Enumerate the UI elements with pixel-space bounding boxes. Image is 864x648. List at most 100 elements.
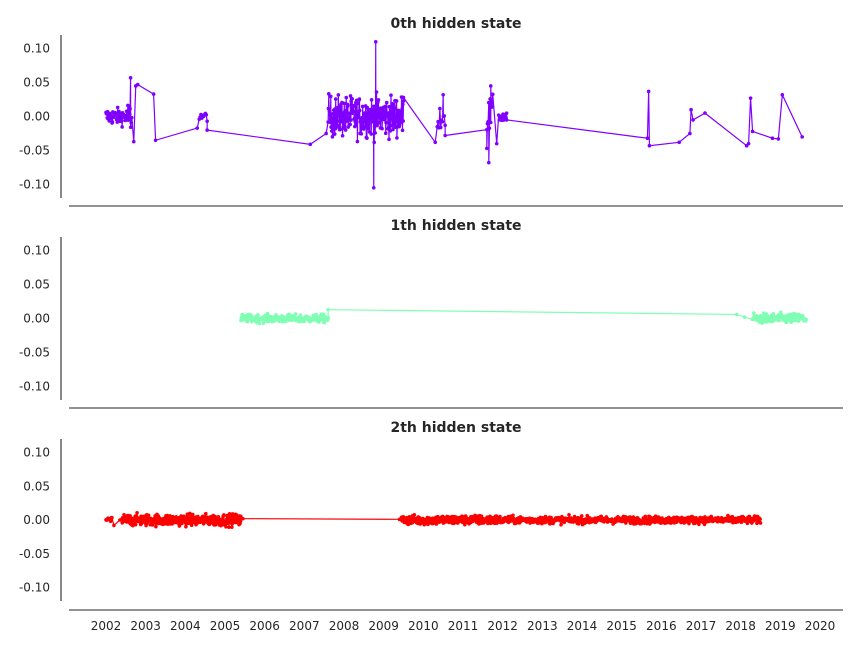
data-point (314, 312, 319, 317)
data-point (776, 137, 781, 141)
y-tick-label: -0.05 (19, 547, 50, 561)
data-point (135, 511, 139, 515)
data-point (151, 92, 156, 96)
x-tick-label: 2020 (805, 619, 836, 633)
data-point (128, 106, 132, 111)
data-point (504, 111, 509, 115)
data-point (110, 120, 115, 124)
data-point (378, 110, 382, 115)
series-hidden-state-0 (104, 39, 804, 190)
data-point (460, 514, 464, 518)
x-tick-label: 2019 (765, 619, 796, 633)
data-point (374, 90, 379, 94)
panel-title: 0th hidden state (390, 16, 521, 32)
data-point (190, 512, 195, 517)
data-point (352, 116, 357, 121)
data-point (373, 131, 378, 135)
data-point (367, 111, 372, 116)
data-point (485, 146, 489, 151)
data-point (440, 119, 445, 124)
data-point (332, 132, 337, 136)
data-point (579, 514, 584, 518)
data-point (770, 136, 775, 141)
y-tick-label: -0.05 (19, 345, 50, 359)
data-point (380, 126, 384, 131)
data-point (203, 511, 208, 516)
data-point (697, 522, 701, 527)
y-tick-label: -0.10 (19, 379, 50, 393)
data-point (672, 515, 676, 520)
data-point (342, 123, 346, 127)
data-point (703, 111, 707, 115)
x-tick-label: 2018 (725, 619, 756, 633)
data-point (354, 123, 358, 127)
x-tick-label: 2003 (130, 619, 161, 633)
y-tick-label: 0.00 (23, 110, 50, 124)
y-tick-labels: 0.10 0.05 0.00 -0.05 -0.10 (19, 244, 50, 394)
data-point (370, 113, 374, 118)
panel-hidden-state-1: 1th hidden state 0.10 0.05 0.00 -0.05 -0.10 (19, 218, 843, 409)
data-point (230, 525, 234, 529)
data-point (204, 113, 209, 117)
data-point (146, 513, 151, 518)
data-point (752, 311, 756, 315)
x-tick-label: 2011 (448, 619, 479, 633)
data-point (327, 109, 332, 113)
data-point (375, 123, 379, 128)
data-point (436, 119, 440, 124)
data-point (758, 521, 763, 525)
data-point (307, 315, 312, 320)
x-tick-label: 2017 (686, 619, 717, 633)
series-hidden-state-2 (104, 511, 763, 529)
data-point (391, 127, 395, 132)
data-point (265, 311, 270, 316)
data-point (195, 126, 200, 130)
data-point (249, 313, 254, 318)
data-point (293, 312, 298, 316)
data-point (689, 107, 693, 112)
data-point (778, 318, 782, 322)
x-tick-label: 2006 (249, 619, 280, 633)
y-tick-label: 0.00 (23, 312, 50, 326)
data-point (485, 127, 489, 132)
data-point (357, 97, 362, 101)
x-tick-label: 2010 (408, 619, 439, 633)
data-point (394, 99, 399, 103)
data-point (384, 120, 388, 125)
data-point (343, 128, 348, 132)
data-point (205, 128, 209, 132)
data-point (395, 136, 399, 140)
data-point (559, 522, 563, 527)
panel-title: 2th hidden state (390, 420, 521, 436)
data-point (746, 141, 751, 146)
data-point (479, 514, 484, 518)
data-point (135, 82, 140, 87)
data-point (388, 129, 393, 133)
data-point (348, 115, 352, 120)
data-point (342, 101, 347, 106)
data-point (364, 111, 368, 116)
data-point (750, 129, 755, 134)
data-point (400, 106, 404, 111)
data-point (326, 92, 331, 96)
data-point (362, 120, 367, 124)
data-point (412, 513, 417, 517)
data-point (488, 514, 492, 519)
y-tick-label: -0.10 (19, 177, 50, 191)
data-point (742, 315, 747, 319)
data-point (381, 112, 386, 117)
data-point (328, 94, 333, 99)
y-tick-labels: 0.10 0.05 0.00 -0.05 -0.10 (19, 446, 50, 595)
y-tick-label: -0.10 (19, 581, 50, 595)
data-point (308, 142, 313, 147)
data-point (488, 84, 493, 88)
data-point (336, 93, 341, 97)
data-point (369, 98, 374, 102)
data-point (227, 525, 231, 529)
series-hidden-state-1 (239, 307, 808, 326)
data-point (486, 100, 491, 105)
data-point (443, 133, 447, 138)
data-point (133, 522, 138, 527)
data-point (119, 119, 124, 123)
